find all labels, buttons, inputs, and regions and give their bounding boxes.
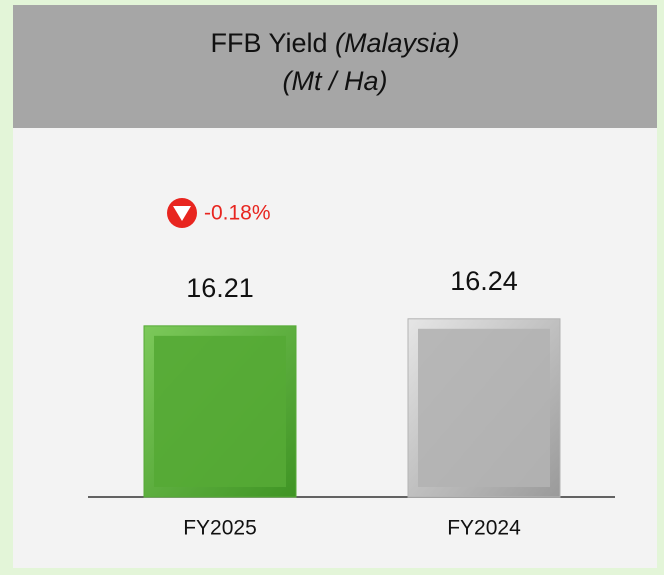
subtitle: (Mt / Ha) [283,66,388,96]
value-label: 16.24 [450,266,518,296]
title-region: (Malaysia) [335,28,460,58]
down-arrow [173,206,191,221]
value-label: 16.21 [186,273,254,303]
chart-title: FFB Yield (Malaysia) [210,28,459,58]
annotation: -0.18% [204,202,271,225]
bar-face [418,328,550,487]
title-main: FFB Yield [210,28,327,58]
bar-face [154,335,286,487]
x-tick-label: FY2024 [447,517,521,540]
header [13,5,657,128]
x-tick-label: FY2025 [183,517,257,540]
